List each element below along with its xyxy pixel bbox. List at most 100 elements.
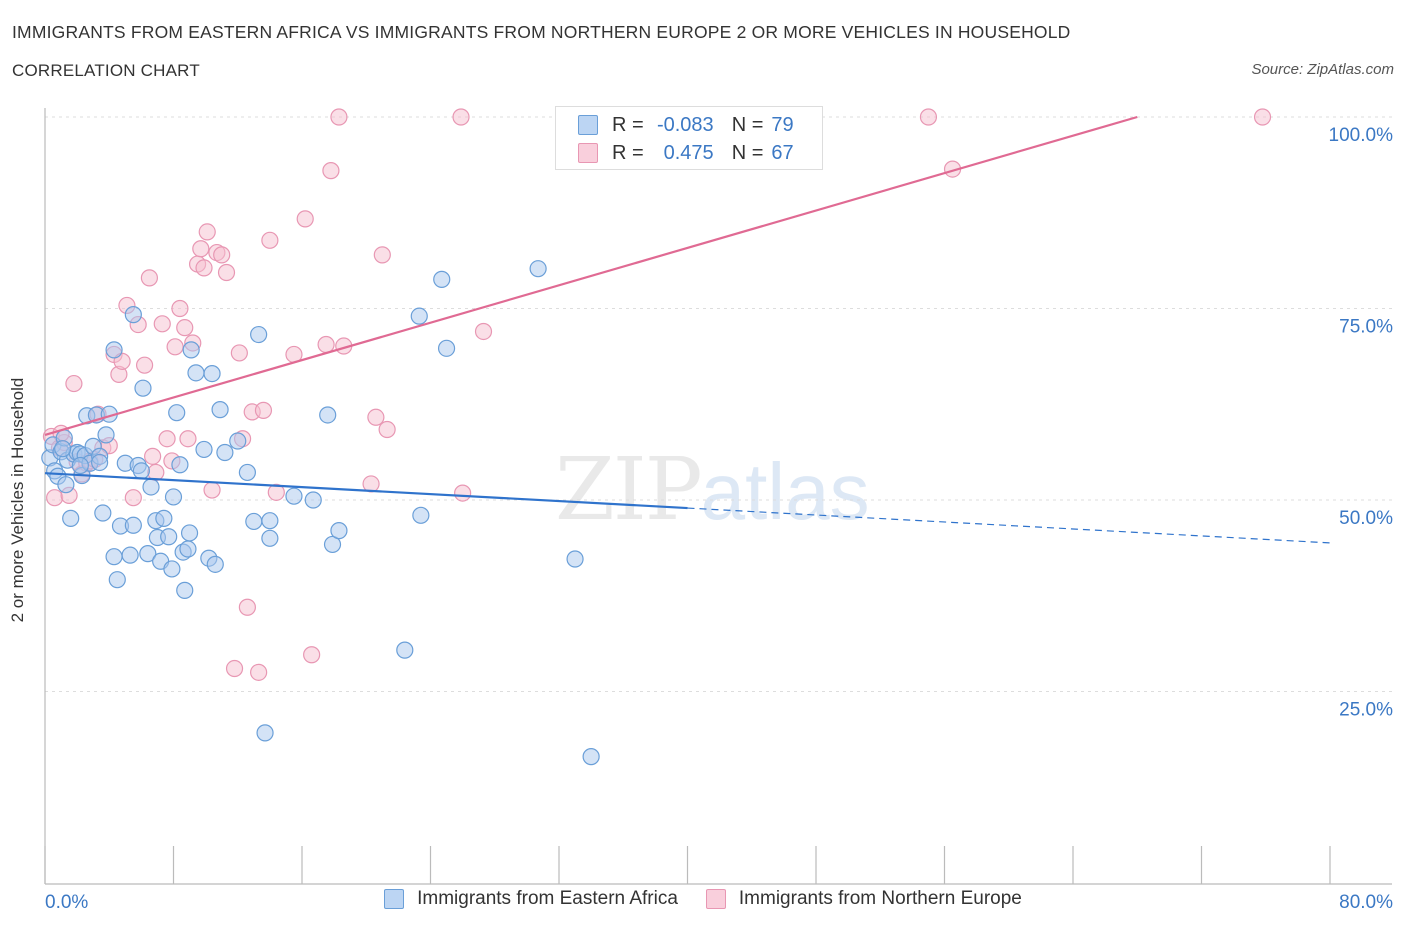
y-tick-label: 25.0% bbox=[1339, 700, 1393, 721]
watermark: ZIPatlas bbox=[555, 440, 870, 540]
legend-label-northern-europe: Immigrants from Northern Europe bbox=[738, 888, 1022, 909]
point-northern-europe bbox=[153, 315, 171, 333]
point-northern-europe bbox=[474, 322, 493, 341]
point-eastern-africa bbox=[139, 545, 157, 563]
point-eastern-africa bbox=[319, 406, 337, 424]
point-northern-europe bbox=[225, 659, 244, 678]
point-eastern-africa bbox=[304, 491, 322, 509]
correlation-legend: R = -0.083 N = 79 R = 0.475 N = 67 bbox=[555, 106, 823, 170]
point-eastern-africa bbox=[62, 509, 80, 527]
legend-item-northern-europe: Immigrants from Northern Europe bbox=[705, 888, 1022, 910]
point-northern-europe bbox=[373, 246, 391, 264]
point-eastern-africa bbox=[238, 463, 256, 482]
point-northern-europe bbox=[176, 319, 194, 337]
point-northern-europe bbox=[217, 263, 236, 282]
chart-title: IMMIGRANTS FROM EASTERN AFRICA VS IMMIGR… bbox=[12, 22, 1071, 42]
point-eastern-africa bbox=[195, 440, 213, 459]
point-eastern-africa bbox=[164, 488, 183, 506]
point-eastern-africa bbox=[203, 365, 221, 383]
legend-label-eastern-africa: Immigrants from Eastern Africa bbox=[417, 888, 678, 909]
point-northern-europe bbox=[367, 408, 385, 426]
point-northern-europe bbox=[454, 484, 472, 502]
watermark-atlas: atlas bbox=[700, 447, 870, 536]
point-northern-europe bbox=[303, 646, 321, 664]
x-tick-label: 0.0% bbox=[45, 892, 88, 913]
point-eastern-africa bbox=[529, 260, 547, 278]
point-eastern-africa bbox=[180, 524, 199, 542]
legend-item-eastern-africa: Immigrants from Eastern Africa bbox=[384, 888, 678, 910]
point-northern-europe bbox=[267, 483, 285, 501]
n-label: N = bbox=[731, 141, 764, 164]
point-eastern-africa bbox=[124, 306, 142, 324]
point-eastern-africa bbox=[94, 504, 112, 522]
point-eastern-africa bbox=[97, 426, 115, 444]
point-eastern-africa bbox=[245, 512, 263, 531]
point-eastern-africa bbox=[108, 571, 126, 589]
point-northern-europe bbox=[198, 223, 216, 241]
point-northern-europe bbox=[135, 356, 154, 374]
legend-swatch-pink bbox=[578, 143, 598, 163]
point-northern-europe bbox=[296, 210, 314, 228]
point-northern-europe bbox=[46, 489, 64, 507]
point-eastern-africa bbox=[206, 555, 224, 573]
point-eastern-africa bbox=[124, 516, 142, 534]
chart-subtitle: CORRELATION CHART bbox=[12, 61, 200, 80]
point-eastern-africa bbox=[211, 401, 229, 419]
legend-row-eastern-africa: R = -0.083 N = 79 bbox=[578, 113, 794, 137]
point-eastern-africa bbox=[410, 307, 428, 325]
point-eastern-africa bbox=[582, 748, 600, 766]
point-eastern-africa bbox=[71, 456, 89, 475]
source-label: Source: ZipAtlas.com bbox=[1251, 61, 1394, 78]
point-northern-europe bbox=[171, 299, 189, 318]
point-northern-europe bbox=[158, 430, 176, 448]
point-eastern-africa bbox=[566, 550, 584, 568]
point-northern-europe bbox=[261, 231, 279, 249]
series-legend: Immigrants from Eastern Africa Immigrant… bbox=[0, 888, 1406, 910]
trendline-northern-europe bbox=[44, 115, 1138, 436]
point-eastern-africa bbox=[179, 540, 197, 558]
point-northern-europe bbox=[317, 335, 335, 354]
y-tick-label: 75.0% bbox=[1339, 317, 1393, 338]
watermark-zip: ZIP bbox=[555, 440, 703, 540]
point-eastern-africa bbox=[229, 432, 247, 450]
point-eastern-africa bbox=[396, 641, 414, 659]
point-northern-europe bbox=[166, 338, 184, 356]
n-value: 67 bbox=[771, 141, 794, 164]
point-northern-europe bbox=[140, 269, 159, 287]
point-eastern-africa bbox=[134, 379, 152, 397]
point-northern-europe bbox=[452, 108, 470, 126]
point-northern-europe bbox=[254, 401, 273, 419]
r-value: -0.083 bbox=[656, 113, 714, 136]
point-northern-europe bbox=[238, 598, 256, 616]
point-eastern-africa bbox=[437, 339, 456, 357]
point-eastern-africa bbox=[187, 364, 205, 382]
point-northern-europe bbox=[144, 447, 162, 465]
point-northern-europe bbox=[250, 663, 268, 681]
y-tick-label: 50.0% bbox=[1339, 508, 1393, 529]
point-eastern-africa bbox=[121, 546, 139, 564]
point-northern-europe bbox=[124, 489, 142, 507]
r-value: 0.475 bbox=[663, 141, 714, 164]
point-eastern-africa bbox=[105, 341, 123, 359]
n-label: N = bbox=[731, 113, 764, 136]
legend-row-northern-europe: R = 0.475 N = 67 bbox=[578, 141, 794, 165]
point-northern-europe bbox=[179, 430, 197, 448]
point-eastern-africa bbox=[54, 440, 72, 458]
point-eastern-africa bbox=[412, 506, 430, 524]
y-tick-label: 100.0% bbox=[1329, 125, 1394, 146]
point-eastern-africa bbox=[216, 443, 234, 462]
legend-swatch-pink bbox=[705, 889, 726, 909]
point-northern-europe bbox=[230, 344, 248, 362]
point-eastern-africa bbox=[330, 522, 348, 540]
point-eastern-africa bbox=[142, 478, 160, 496]
y-axis-label: 2 or more Vehicles in Household bbox=[8, 377, 27, 623]
point-eastern-africa bbox=[91, 453, 109, 472]
point-northern-europe bbox=[192, 240, 210, 258]
point-northern-europe bbox=[378, 420, 396, 439]
x-tick-label: 80.0% bbox=[1339, 892, 1393, 913]
point-eastern-africa bbox=[171, 456, 189, 474]
point-eastern-africa bbox=[176, 581, 194, 599]
point-eastern-africa bbox=[250, 325, 268, 344]
n-value: 79 bbox=[771, 113, 794, 136]
